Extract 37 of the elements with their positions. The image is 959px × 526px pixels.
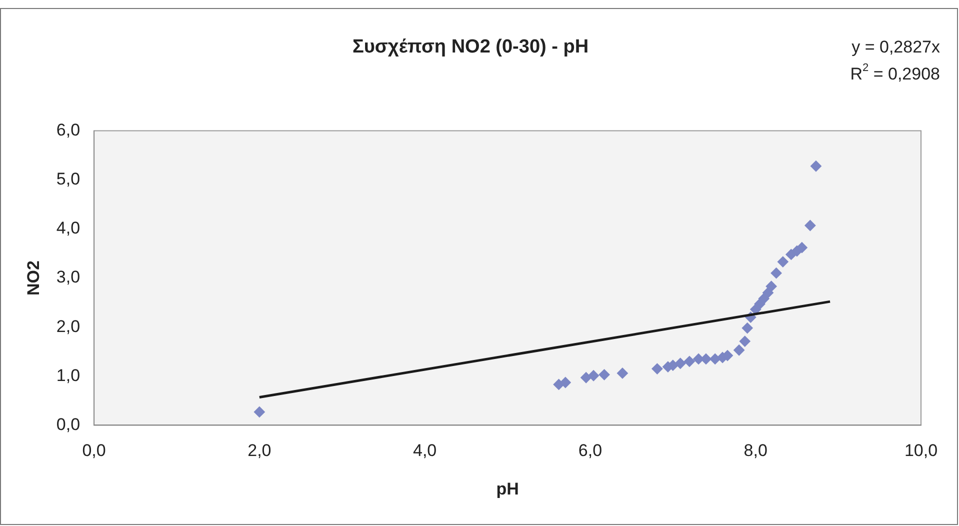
point xyxy=(598,369,610,380)
x-tick-label: 4,0 xyxy=(413,441,437,460)
point xyxy=(254,406,265,418)
point xyxy=(674,358,686,369)
point xyxy=(710,353,721,364)
y-tick-label: 0,0 xyxy=(56,414,80,434)
point xyxy=(560,377,571,388)
x-axis-title: pH xyxy=(496,479,519,498)
x-tick-label: 2,0 xyxy=(248,441,272,460)
point xyxy=(739,336,750,347)
x-tick-label: 10,0 xyxy=(904,441,938,460)
point xyxy=(804,220,816,231)
point xyxy=(580,372,592,384)
point xyxy=(770,268,782,279)
point xyxy=(684,356,695,367)
point xyxy=(796,242,808,254)
point xyxy=(742,322,753,334)
y-tick-label: 4,0 xyxy=(56,218,80,238)
point xyxy=(588,370,600,382)
x-tick-label: 8,0 xyxy=(744,441,768,460)
y-tick-label: 3,0 xyxy=(56,268,80,287)
text: y = 0,2827x xyxy=(852,38,940,57)
point xyxy=(810,160,822,172)
point xyxy=(616,368,628,379)
point xyxy=(777,256,788,268)
y-tick-label: 5,0 xyxy=(56,170,80,189)
x-tick-label: 6,0 xyxy=(578,441,602,460)
y-tick-label: 2,0 xyxy=(56,316,80,336)
x-tick-label: 0,0 xyxy=(82,441,106,460)
point xyxy=(766,280,777,292)
point xyxy=(758,293,770,304)
point xyxy=(652,363,663,374)
y-tick-label: 6,0 xyxy=(56,120,80,140)
y-tick-label: 1,0 xyxy=(56,366,80,385)
y-axis-title: NO2 xyxy=(24,260,43,296)
chart-title: Συσχέπση NO2 (0-30) - pH xyxy=(352,36,589,58)
point xyxy=(734,344,745,356)
